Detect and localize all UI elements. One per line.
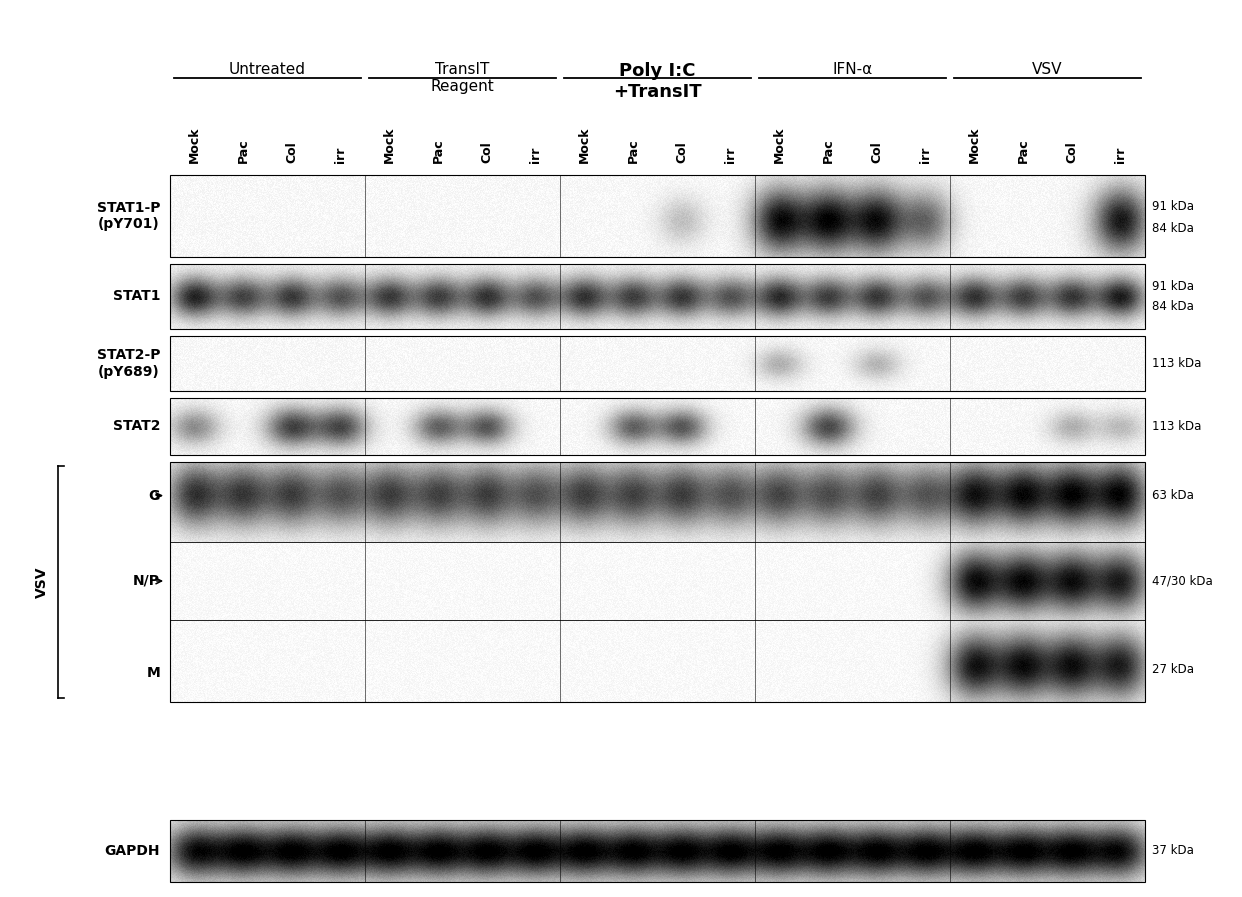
Bar: [170, 820, 1145, 882]
Text: 91 kDa: 91 kDa: [1153, 280, 1194, 293]
Text: Pac: Pac: [1017, 138, 1030, 163]
Bar: [170, 264, 1145, 329]
Bar: [170, 336, 1145, 391]
Text: irr: irr: [919, 146, 933, 163]
Text: Poly I:C
+TransIT: Poly I:C +TransIT: [614, 62, 702, 100]
Text: Mock: Mock: [578, 126, 591, 163]
Text: Col: Col: [286, 141, 298, 163]
Text: Untreated: Untreated: [229, 62, 306, 77]
Text: Col: Col: [481, 141, 493, 163]
Text: 113 kDa: 113 kDa: [1153, 357, 1201, 370]
Text: Col: Col: [676, 141, 688, 163]
Text: M: M: [147, 666, 160, 680]
Text: GAPDH: GAPDH: [104, 844, 160, 858]
Bar: [170, 175, 1145, 257]
Text: 113 kDa: 113 kDa: [1153, 420, 1201, 433]
Text: G: G: [149, 489, 160, 502]
Text: VSV: VSV: [1032, 62, 1063, 77]
Text: VSV: VSV: [35, 566, 48, 597]
Text: IFN-α: IFN-α: [832, 62, 873, 77]
Bar: [170, 462, 1145, 702]
Text: STAT2: STAT2: [113, 420, 160, 433]
Text: 37 kDa: 37 kDa: [1153, 844, 1194, 858]
Text: Pac: Pac: [432, 138, 445, 163]
Text: TransIT
Reagent: TransIT Reagent: [431, 62, 494, 94]
Text: Mock: Mock: [773, 126, 786, 163]
Text: STAT2-P
(pY689): STAT2-P (pY689): [97, 348, 160, 379]
Text: Col: Col: [1066, 141, 1078, 163]
Text: Pac: Pac: [237, 138, 250, 163]
Text: Mock: Mock: [968, 126, 981, 163]
Text: Mock: Mock: [383, 126, 396, 163]
Text: STAT1: STAT1: [113, 290, 160, 303]
Text: irr: irr: [334, 146, 347, 163]
Text: N/P: N/P: [133, 574, 160, 588]
Text: Pac: Pac: [822, 138, 835, 163]
Text: 84 kDa: 84 kDa: [1153, 300, 1194, 313]
Text: Col: Col: [871, 141, 883, 163]
Text: 84 kDa: 84 kDa: [1153, 222, 1194, 235]
Text: irr: irr: [529, 146, 542, 163]
Text: irr: irr: [1114, 146, 1128, 163]
Text: 91 kDa: 91 kDa: [1153, 200, 1194, 213]
Text: STAT1-P
(pY701): STAT1-P (pY701): [97, 201, 160, 231]
Text: irr: irr: [724, 146, 737, 163]
Text: Pac: Pac: [627, 138, 640, 163]
Text: 47/30 kDa: 47/30 kDa: [1153, 574, 1212, 588]
Text: 27 kDa: 27 kDa: [1153, 663, 1194, 675]
Bar: [170, 398, 1145, 455]
Text: Mock: Mock: [188, 126, 201, 163]
Text: 63 kDa: 63 kDa: [1153, 489, 1194, 502]
